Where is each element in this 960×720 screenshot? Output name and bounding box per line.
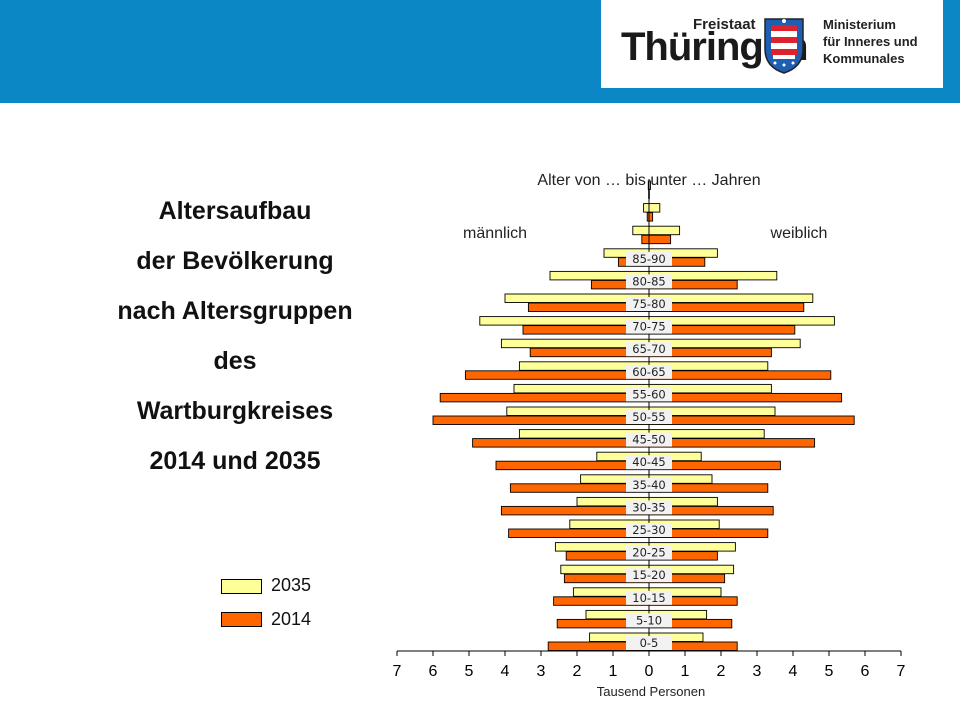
- bar-female-2014-50-55: [648, 415, 855, 425]
- age-label-bg-50-55: [626, 410, 672, 424]
- bar-male-2035-90-95: [632, 225, 650, 236]
- age-label-15-20: 15-20: [632, 568, 665, 582]
- age-label-bg-60-65: [626, 364, 672, 379]
- bar-female-2014-75-80: [648, 302, 805, 312]
- bar-female-2014-95-100: [648, 212, 654, 222]
- age-label-bg-45-50: [626, 432, 672, 447]
- title-line-4: des: [213, 347, 257, 375]
- age-label-80-85: 80-85: [632, 274, 665, 288]
- ministry-logo: Freistaat Thüringen Ministerium für Inne…: [601, 0, 943, 88]
- logo-ministry-line-2: für Inneres und: [823, 34, 918, 49]
- age-label-70-75: 70-75: [632, 320, 665, 334]
- bar-male-2014-45-50: [472, 438, 650, 448]
- age-label-bg-80-85: [626, 274, 672, 289]
- x-tick-label-9: 2: [717, 663, 726, 680]
- x-tick-label-4: 3: [537, 663, 546, 680]
- age-label-bg-5-10: [626, 613, 672, 628]
- age-label-bg-35-40: [626, 477, 672, 492]
- age-label-65-70: 65-70: [632, 342, 665, 356]
- female-label: weiblich: [770, 225, 828, 242]
- bar-male-2035-95-100: [643, 203, 650, 213]
- bar-female-2035-75-80: [648, 293, 814, 303]
- bar-female-2014-90-95: [648, 234, 672, 245]
- title-line-2: der Bevölkerung: [136, 247, 334, 275]
- x-tick-label-8: 1: [681, 663, 690, 680]
- age-label-bg-75-80: [626, 297, 672, 311]
- logo-ministry-line-1: Ministerium: [823, 17, 896, 32]
- legend-label-2014: 2014: [271, 609, 312, 629]
- logo-freistaat: Freistaat: [693, 16, 756, 33]
- age-label-bg-30-35: [626, 500, 672, 515]
- bar-female-2035-70-75: [648, 316, 835, 326]
- age-label-55-60: 55-60: [632, 387, 665, 401]
- bar-female-2035-95-100: [648, 203, 661, 213]
- title-line-1: Altersaufbau: [158, 197, 312, 225]
- x-tick-label-7: 0: [645, 663, 654, 680]
- bar-female-2014-55-60: [648, 392, 843, 403]
- age-label-75-80: 75-80: [632, 297, 665, 311]
- x-axis-label: Tausend Personen: [597, 684, 705, 699]
- title-line-3: nach Altersgruppen: [117, 297, 353, 325]
- title-line-6: 2014 und 2035: [149, 447, 321, 475]
- bar-male-2014-90-95: [641, 234, 650, 245]
- bar-male-2014-50-55: [432, 415, 650, 425]
- age-label-30-35: 30-35: [632, 500, 665, 514]
- age-label-bg-55-60: [626, 387, 672, 402]
- chart-title: Alter von … bis unter … Jahren: [537, 172, 760, 189]
- age-label-bg-0-5: [626, 636, 672, 650]
- age-label-0-5: 0-5: [640, 636, 659, 650]
- x-tick-label-11: 4: [789, 663, 798, 680]
- age-label-40-45: 40-45: [632, 455, 665, 469]
- male-label: männlich: [463, 225, 527, 242]
- x-tick-label-1: 6: [429, 663, 438, 680]
- x-tick-label-13: 6: [861, 663, 870, 680]
- age-label-bg-10-15: [626, 590, 672, 605]
- age-label-bg-25-30: [626, 523, 672, 537]
- x-tick-label-14: 7: [897, 663, 906, 680]
- age-label-10-15: 10-15: [632, 591, 665, 605]
- age-label-50-55: 50-55: [632, 410, 665, 424]
- x-tick-label-0: 7: [393, 663, 402, 680]
- legend-label-2035: 2035: [271, 575, 312, 595]
- logo-ministry-line-3: Kommunales: [823, 51, 905, 66]
- logo-ministry-text: Ministerium für Inneres und Kommunales: [823, 16, 918, 67]
- title-line-5: Wartburgkreises: [136, 397, 334, 425]
- age-label-bg-70-75: [626, 319, 672, 334]
- bar-male-2014-60-65: [464, 370, 650, 380]
- age-label-bg-65-70: [626, 342, 672, 357]
- age-label-bg-85-90: [626, 251, 672, 266]
- page-title: Altersaufbau der Bevölkerung nach Alters…: [40, 186, 430, 486]
- age-label-20-25: 20-25: [632, 546, 665, 560]
- x-tick-label-10: 3: [753, 663, 762, 680]
- bar-female-2035-90-95: [648, 225, 681, 236]
- bar-female-2014-60-65: [648, 370, 832, 380]
- age-label-45-50: 45-50: [632, 433, 665, 447]
- legend-swatch-2035: [221, 579, 262, 594]
- age-label-5-10: 5-10: [636, 613, 662, 627]
- age-label-60-65: 60-65: [632, 365, 665, 379]
- age-label-35-40: 35-40: [632, 478, 665, 492]
- x-tick-label-3: 4: [501, 663, 510, 680]
- x-tick-label-12: 5: [825, 663, 834, 680]
- age-label-bg-15-20: [626, 568, 672, 583]
- thuringia-coat-of-arms-icon: [764, 18, 804, 74]
- x-tick-label-2: 5: [465, 663, 474, 680]
- legend-swatch-2014: [221, 612, 262, 627]
- x-tick-label-5: 2: [573, 663, 582, 680]
- age-label-bg-40-45: [626, 455, 672, 470]
- age-label-25-30: 25-30: [632, 523, 665, 537]
- bar-male-2014-55-60: [439, 392, 650, 403]
- bar-male-2035-70-75: [479, 316, 650, 326]
- age-label-bg-20-25: [626, 545, 672, 560]
- bar-female-2014-45-50: [648, 438, 816, 448]
- age-label-85-90: 85-90: [632, 252, 665, 266]
- x-tick-label-6: 1: [609, 663, 618, 680]
